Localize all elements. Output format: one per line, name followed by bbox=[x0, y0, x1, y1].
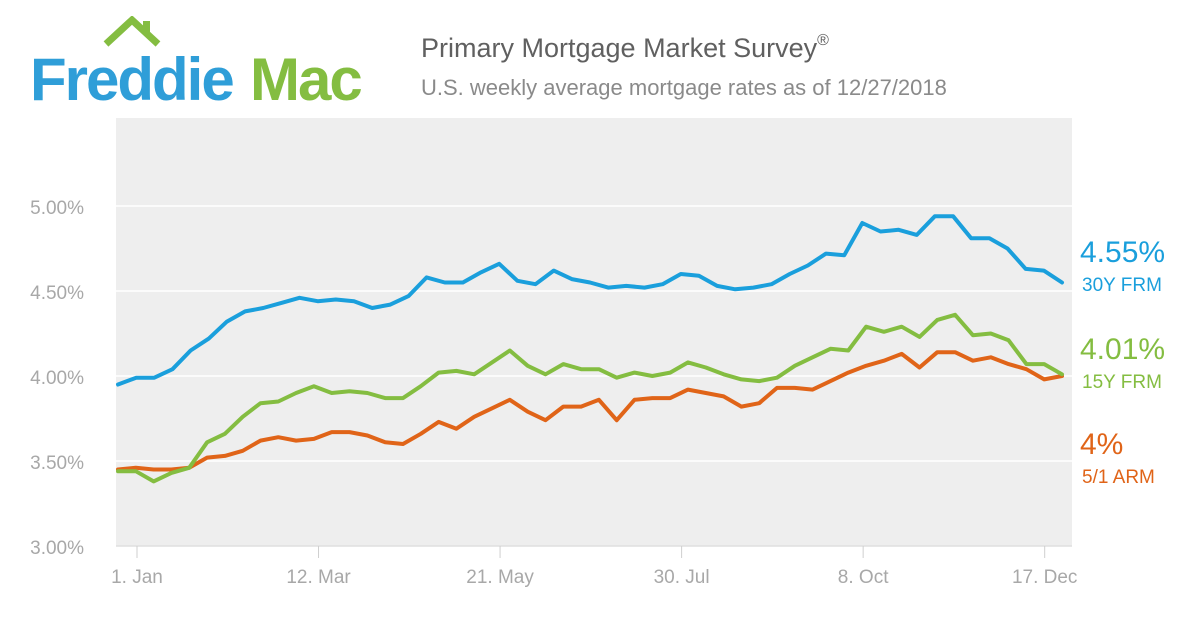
y-tick-label: 5.00% bbox=[30, 198, 84, 219]
x-tick-label: 17. Dec bbox=[1012, 567, 1077, 588]
registered-mark: ® bbox=[817, 32, 829, 49]
x-tick-label: 30. Jul bbox=[654, 567, 710, 588]
y-tick-label: 3.50% bbox=[30, 453, 84, 474]
series-line-15y-frm bbox=[116, 312, 1064, 484]
series-value-label-5-1-arm: 4% bbox=[1080, 428, 1123, 461]
chart-title: Primary Mortgage Market Survey® bbox=[421, 32, 829, 63]
series-name-label-5-1-arm: 5/1 ARM bbox=[1082, 467, 1155, 488]
plot-background bbox=[116, 118, 1072, 546]
logo-text-mac: Mac bbox=[250, 46, 361, 108]
series-value-label-30y-frm: 4.55% bbox=[1080, 236, 1165, 269]
header: Primary Mortgage Market Survey® U.S. wee… bbox=[421, 26, 947, 101]
house-chimney-icon bbox=[143, 21, 150, 35]
x-tick-label: 12. Mar bbox=[286, 567, 351, 588]
series-line-30y-frm bbox=[116, 214, 1064, 387]
y-tick-label: 3.00% bbox=[30, 538, 84, 559]
y-tick-label: 4.00% bbox=[30, 368, 84, 389]
series-line-5-1-arm bbox=[116, 350, 1064, 472]
chart-subtitle: U.S. weekly average mortgage rates as of… bbox=[421, 75, 947, 100]
house-roof-icon bbox=[103, 16, 161, 47]
series-name-label-30y-frm: 30Y FRM bbox=[1082, 275, 1162, 296]
x-tick-label: 1. Jan bbox=[111, 567, 163, 588]
series-value-label-15y-frm: 4.01% bbox=[1080, 333, 1165, 366]
series-name-label-15y-frm: 15Y FRM bbox=[1082, 372, 1162, 393]
logo-text-freddie: Freddie bbox=[30, 46, 233, 108]
x-tick-label: 8. Oct bbox=[838, 567, 889, 588]
x-tick-label: 21. May bbox=[466, 567, 534, 588]
freddie-mac-logo: Freddie Mac bbox=[30, 16, 363, 108]
y-tick-label: 4.50% bbox=[30, 283, 84, 304]
